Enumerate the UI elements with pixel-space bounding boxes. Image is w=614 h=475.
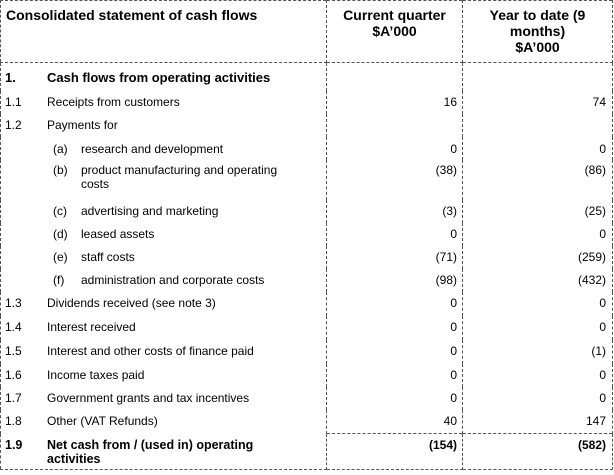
- year-to-date-value: 0: [462, 386, 613, 410]
- row-label: Interest and other costs of finance paid: [47, 343, 254, 358]
- year-to-date-value: 0: [462, 136, 613, 160]
- column-header-current-quarter: Current quarter $A’000: [326, 0, 463, 63]
- row-letter: (e): [53, 249, 68, 264]
- row-letter: (b): [53, 162, 68, 177]
- table-row: (d) leased assets 0 0: [0, 222, 613, 246]
- row-code: 1.1: [5, 94, 22, 109]
- year-to-date-value: (25): [462, 199, 613, 223]
- row-label: product manufacturing and operating cost…: [81, 162, 278, 191]
- statement-title: Consolidated statement of cash flows: [0, 0, 327, 63]
- year-to-date-value: 74: [462, 90, 613, 114]
- current-quarter-value: (71): [326, 245, 463, 269]
- row-code: 1.3: [5, 295, 22, 310]
- table-row: (e) staff costs (71) (259): [0, 245, 613, 269]
- table-row: (f) administration and corporate costs (…: [0, 268, 613, 292]
- row-code: 1.9: [5, 437, 23, 452]
- current-quarter-value: 16: [326, 90, 463, 114]
- table-row: (c) advertising and marketing (3) (25): [0, 199, 613, 223]
- table-row: 1.1 Receipts from customers 16 74: [0, 90, 613, 114]
- column-header-year-to-date: Year to date (9 months) $A’000: [462, 0, 613, 63]
- row-label: Receipts from customers: [47, 94, 180, 109]
- year-to-date-value: (259): [462, 245, 613, 269]
- row-letter: (a): [53, 141, 68, 156]
- row-label: administration and corporate costs: [81, 272, 265, 287]
- row-letter: (f): [53, 272, 65, 287]
- row-code: 1.: [5, 70, 16, 85]
- row-code: 1.4: [5, 319, 22, 334]
- year-to-date-value: (432): [462, 268, 613, 292]
- current-quarter-value: (98): [326, 268, 463, 292]
- row-label: Dividends received (see note 3): [47, 295, 216, 310]
- year-to-date-value: 0: [462, 315, 613, 340]
- year-to-date-total: (582): [462, 433, 613, 470]
- row-label: staff costs: [81, 249, 135, 264]
- row-label: Other (VAT Refunds): [47, 413, 158, 428]
- table-row: 1.2 Payments for: [0, 113, 613, 137]
- row-letter: (d): [53, 226, 68, 241]
- year-to-date-value: 147: [462, 409, 613, 434]
- row-label: Interest received: [47, 319, 136, 334]
- table-row: 1.5 Interest and other costs of finance …: [0, 339, 613, 364]
- current-quarter-value: (38): [326, 159, 463, 200]
- row-code: 1.8: [5, 413, 22, 428]
- year-to-date-value: 0: [462, 291, 613, 316]
- table-row: 1.7 Government grants and tax incentives…: [0, 386, 613, 410]
- year-to-date-value: 0: [462, 363, 613, 387]
- section-row-operating: 1. Cash flows from operating activities: [0, 62, 613, 91]
- row-label: Net cash from / (used in) operating acti…: [47, 437, 254, 466]
- row-label: Income taxes paid: [47, 367, 145, 382]
- current-quarter-value: 0: [326, 386, 463, 410]
- current-quarter-value: 0: [326, 363, 463, 387]
- year-to-date-value: 0: [462, 222, 613, 246]
- table-row: 1.6 Income taxes paid 0 0: [0, 363, 613, 387]
- row-label: leased assets: [81, 226, 155, 241]
- table-row: (a) research and development 0 0: [0, 136, 613, 160]
- row-code: 1.2: [5, 117, 22, 132]
- table-row: 1.3 Dividends received (see note 3) 0 0: [0, 291, 613, 316]
- table-row: 1.8 Other (VAT Refunds) 40 147: [0, 409, 613, 434]
- table-header-row: Consolidated statement of cash flows Cur…: [0, 0, 613, 63]
- table-row: 1.4 Interest received 0 0: [0, 315, 613, 340]
- current-quarter-value: 0: [326, 222, 463, 246]
- current-quarter-value: (3): [326, 199, 463, 223]
- table-row: (b) product manufacturing and operating …: [0, 159, 613, 200]
- row-code: 1.5: [5, 343, 22, 358]
- current-quarter-value: 0: [326, 136, 463, 160]
- year-to-date-value: (1): [462, 339, 613, 364]
- current-quarter-value: 40: [326, 409, 463, 434]
- row-label: Government grants and tax incentives: [47, 390, 250, 405]
- year-to-date-value: (86): [462, 159, 613, 200]
- row-code: 1.6: [5, 367, 22, 382]
- current-quarter-value: 0: [326, 315, 463, 340]
- total-row: 1.9 Net cash from / (used in) operating …: [0, 433, 613, 470]
- row-label: advertising and marketing: [81, 203, 219, 218]
- row-label: research and development: [81, 141, 224, 156]
- current-quarter-value: 0: [326, 339, 463, 364]
- current-quarter-value: 0: [326, 291, 463, 316]
- current-quarter-total: (154): [326, 433, 463, 470]
- row-code: 1.7: [5, 390, 22, 405]
- row-letter: (c): [53, 203, 67, 218]
- row-label: Payments for: [47, 117, 118, 132]
- section-heading: Cash flows from operating activities: [47, 70, 271, 85]
